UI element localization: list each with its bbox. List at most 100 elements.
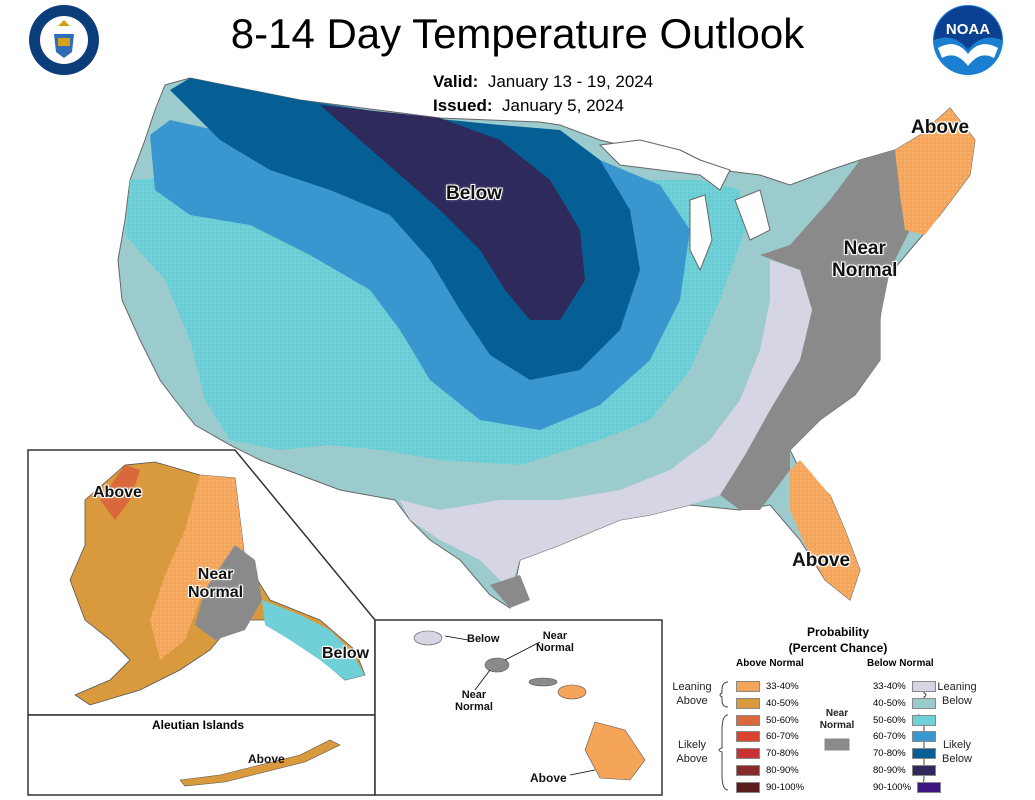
label-northeast-above: Above xyxy=(911,117,970,138)
great-lakes xyxy=(598,139,771,272)
legend-below-swatch xyxy=(911,764,936,776)
legend-above-label: 60-70% xyxy=(766,731,799,743)
label-alaska-near: Near xyxy=(197,566,234,583)
legend-above-label: 70-80% xyxy=(766,748,799,760)
label-aleutian-above: Above xyxy=(248,752,285,766)
likely-below-2: Below xyxy=(942,753,972,765)
below-80-90 xyxy=(320,105,585,320)
legend-above-row: 33-40% xyxy=(736,680,799,694)
legend-above-label: 40-50% xyxy=(766,697,799,709)
legend-below-label: 70-80% xyxy=(873,748,906,760)
label-conus-near: Near xyxy=(843,238,886,259)
issued-value: January 5, 2024 xyxy=(501,96,624,115)
hawaii-molokai xyxy=(528,677,558,687)
label-hawaii-normal-b: Normal xyxy=(455,701,493,713)
legend-below-row: 40-50% xyxy=(873,697,942,711)
legend-leaning-below: Leaning Below xyxy=(930,680,984,708)
legend-above-row: 60-70% xyxy=(736,730,799,744)
legend-leaning-above: Leaning Above xyxy=(666,680,718,708)
likely-above-bracket xyxy=(718,714,729,791)
noaa-logo-icon: NOAA xyxy=(933,5,1003,75)
legend-above-swatch xyxy=(736,697,760,709)
legend-below-label: 60-70% xyxy=(873,731,906,743)
alaska-above-red xyxy=(100,465,140,520)
legend-below-row: 50-60% xyxy=(873,714,942,728)
valid-value: January 13 - 19, 2024 xyxy=(487,72,654,91)
legend-below-row: 60-70% xyxy=(873,730,942,744)
legend-title: Probability (Percent Chance) xyxy=(758,624,918,656)
page-title: 8-14 Day Temperature Outlook xyxy=(230,10,805,57)
legend-below-row: 90-100% xyxy=(873,781,947,795)
leaning-below-strip xyxy=(400,260,812,590)
hawaii-kauai xyxy=(413,630,443,646)
near-normal-texas xyxy=(490,575,530,608)
legend-above-swatch xyxy=(736,680,760,692)
leaning-below-2: Below xyxy=(942,695,972,707)
legend-below-swatch xyxy=(911,697,936,709)
legend-likely-below: Likely Below xyxy=(930,738,984,766)
legend-above-label: 90-100% xyxy=(766,781,805,793)
legend-below-row: 80-90% xyxy=(873,764,942,778)
commerce-seal-icon xyxy=(29,5,99,75)
hawaii-maui xyxy=(557,684,587,700)
legend-above-swatch xyxy=(736,748,760,760)
likely-above-2: Above xyxy=(676,753,708,765)
svg-text:NOAA: NOAA xyxy=(946,21,990,38)
hawaii-oahu xyxy=(484,657,510,673)
label-conus-near-normal: Near Normal xyxy=(832,238,897,282)
legend-above-row: 90-100% xyxy=(736,781,804,795)
legend-near-2: Normal xyxy=(819,720,855,731)
alaska-33-40 xyxy=(150,475,245,660)
legend-above-row: 80-90% xyxy=(736,764,799,778)
legend-near-1: Near xyxy=(825,708,849,719)
label-hawaii-near-b: Near xyxy=(461,689,487,701)
legend-title-line2: (Percent Chance) xyxy=(788,641,888,655)
leaning-above-1: Leaning xyxy=(672,681,712,693)
above-northeast xyxy=(895,108,975,235)
leaning-above-2: Above xyxy=(676,695,708,707)
legend-above-row: 70-80% xyxy=(736,747,799,761)
legend-below-label: 80-90% xyxy=(873,765,906,776)
legend-below-label: 50-60% xyxy=(873,714,906,726)
label-florida-above: Above xyxy=(792,550,851,571)
label-hawaii-above: Above xyxy=(530,771,567,785)
valid-label: Valid: xyxy=(433,72,479,91)
legend-above-label: 80-90% xyxy=(766,765,799,776)
legend-above-swatch xyxy=(736,764,760,776)
above-florida xyxy=(790,460,860,600)
likely-above-1: Likely xyxy=(677,739,707,751)
legend-below-label: 33-40% xyxy=(873,681,906,692)
label-alaska-near-normal: Near Normal xyxy=(188,566,243,602)
legend-below-swatch xyxy=(911,731,936,743)
label-alaska-normal: Normal xyxy=(188,584,244,601)
legend-near-normal: Near Normal xyxy=(814,708,860,732)
legend-below-swatch xyxy=(911,680,936,692)
label-alaska-below: Below xyxy=(322,645,370,662)
legend-above-swatch xyxy=(736,781,760,793)
likely-below-1: Likely xyxy=(942,739,972,751)
legend-likely-above: Likely Above xyxy=(666,738,718,766)
aleutian-chain xyxy=(179,739,341,787)
legend-below-label: 90-100% xyxy=(873,781,912,793)
label-conus-normal: Normal xyxy=(832,260,898,281)
alaska-near xyxy=(195,545,262,640)
legend-above-label: 50-60% xyxy=(766,714,799,726)
legend-above-row: 50-60% xyxy=(736,714,799,728)
leaning-above-bracket xyxy=(719,681,729,708)
issued-label: Issued: xyxy=(433,96,493,115)
label-hawaii-normal-a: Normal xyxy=(536,642,574,654)
legend-below-swatch xyxy=(911,714,936,726)
legend-below-swatch xyxy=(917,781,942,793)
aleutian-title: Aleutian Islands xyxy=(152,718,245,732)
legend-above-swatch xyxy=(736,731,760,743)
near-normal-swatch xyxy=(824,738,850,751)
label-hawaii-below: Below xyxy=(467,633,500,645)
legend-above-row: 40-50% xyxy=(736,697,799,711)
valid-dates: Valid: January 13 - 19, 2024 Issued: Jan… xyxy=(433,70,653,118)
legend-above-header: Above Normal xyxy=(736,658,804,669)
leaning-below-1: Leaning xyxy=(937,681,977,693)
legend-below-swatch xyxy=(911,748,936,760)
label-alaska-above: Above xyxy=(93,484,142,501)
legend-below-header: Below Normal xyxy=(867,658,934,669)
